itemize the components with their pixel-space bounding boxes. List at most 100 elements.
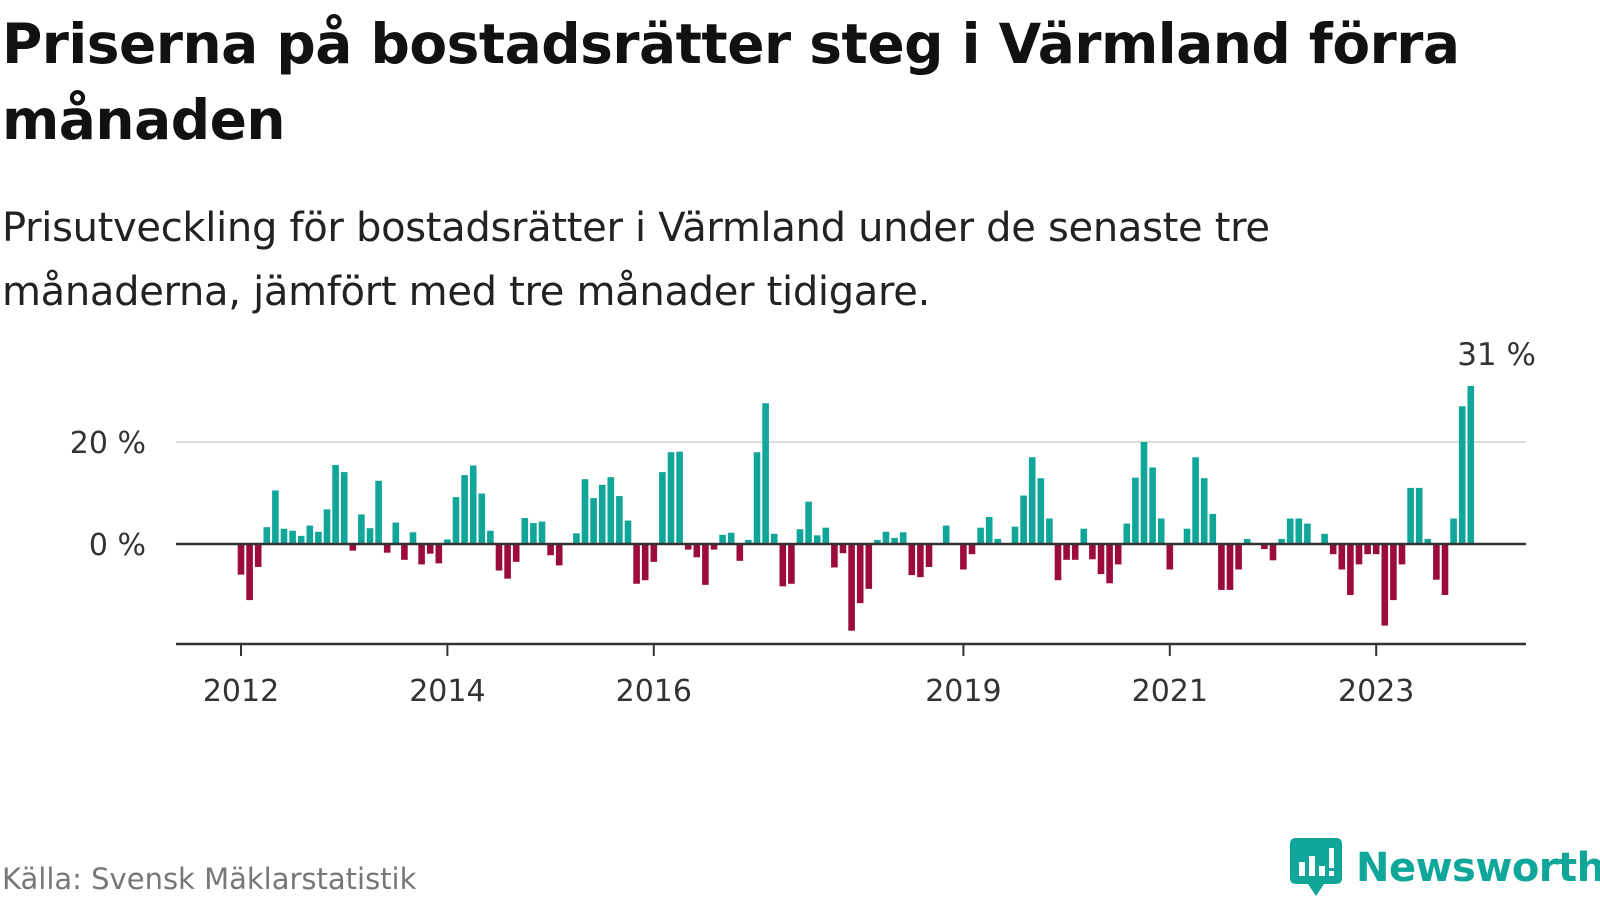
bar bbox=[1071, 544, 1079, 560]
bar bbox=[710, 544, 718, 550]
bar bbox=[332, 464, 339, 544]
bar bbox=[770, 533, 778, 544]
bar bbox=[487, 530, 494, 544]
bar bbox=[1269, 544, 1277, 561]
bar bbox=[1458, 406, 1466, 544]
bar bbox=[323, 509, 331, 544]
x-tick-label: 2016 bbox=[616, 674, 692, 709]
bar bbox=[968, 544, 976, 555]
bar bbox=[762, 403, 769, 544]
bar bbox=[383, 544, 391, 553]
bar bbox=[530, 523, 537, 544]
bar bbox=[1364, 544, 1371, 555]
bar bbox=[598, 484, 606, 544]
bar bbox=[1235, 544, 1242, 570]
bar bbox=[1467, 385, 1475, 544]
bar bbox=[684, 544, 692, 550]
bar bbox=[745, 539, 752, 544]
source-note: Källa: Svensk Mäklarstatistik bbox=[2, 862, 417, 896]
bar bbox=[1114, 544, 1122, 565]
bar bbox=[444, 539, 451, 544]
bar bbox=[590, 498, 597, 544]
bar bbox=[280, 528, 288, 544]
labels: 0 % 20 % 2012 2014 2016 2019 2021 2023 31 % bbox=[70, 337, 1536, 709]
latest-value-label: 31 % bbox=[1457, 337, 1536, 373]
brand-logo[interactable]: Newsworthy bbox=[1290, 838, 1600, 898]
bar bbox=[788, 544, 795, 584]
bar bbox=[1089, 544, 1096, 560]
bar bbox=[1398, 544, 1406, 565]
bar bbox=[358, 514, 365, 544]
bar bbox=[1415, 487, 1423, 544]
bar bbox=[469, 465, 477, 544]
bar bbox=[727, 532, 735, 544]
bar bbox=[1347, 544, 1354, 595]
bar bbox=[1243, 538, 1251, 544]
brand-name: Newsworthy bbox=[1356, 845, 1600, 891]
bar bbox=[461, 475, 468, 544]
bar bbox=[985, 516, 993, 544]
bar bbox=[409, 532, 417, 544]
bar bbox=[263, 527, 271, 544]
bars bbox=[237, 385, 1475, 631]
bar bbox=[1329, 544, 1337, 555]
bar bbox=[392, 522, 400, 544]
bar bbox=[435, 544, 443, 564]
bar bbox=[641, 544, 649, 581]
bar bbox=[899, 532, 907, 544]
bar bbox=[349, 544, 357, 551]
bar bbox=[702, 544, 709, 585]
bar bbox=[418, 544, 425, 565]
bar bbox=[805, 501, 812, 544]
bar bbox=[1218, 544, 1225, 590]
bar bbox=[237, 544, 245, 575]
bar bbox=[960, 544, 967, 570]
bar bbox=[538, 521, 546, 544]
bar bbox=[693, 544, 701, 558]
bar bbox=[521, 517, 529, 544]
bar bbox=[1381, 544, 1389, 626]
bar bbox=[1286, 518, 1294, 544]
bar bbox=[1321, 533, 1328, 544]
bar bbox=[581, 479, 589, 544]
x-tick-label: 2023 bbox=[1338, 674, 1414, 709]
bar bbox=[1046, 518, 1053, 544]
bar-chart: 0 % 20 % 2012 2014 2016 2019 2021 2023 31 % bbox=[70, 337, 1536, 709]
bar bbox=[1080, 528, 1088, 544]
bar bbox=[994, 538, 1002, 544]
bar bbox=[676, 451, 683, 544]
bar bbox=[1106, 544, 1113, 584]
bar bbox=[616, 496, 623, 544]
bar bbox=[1157, 518, 1165, 544]
bar bbox=[1149, 467, 1156, 544]
bar bbox=[908, 544, 916, 576]
bar bbox=[1355, 544, 1363, 565]
bar bbox=[246, 544, 253, 601]
bar bbox=[289, 530, 296, 544]
bar bbox=[573, 533, 580, 544]
bar bbox=[779, 544, 787, 587]
bar bbox=[1132, 477, 1139, 544]
bar bbox=[1054, 544, 1062, 581]
chart-subtitle: Prisutveckling för bostadsrätter i Värml… bbox=[2, 205, 1270, 315]
bar bbox=[254, 544, 262, 567]
bar bbox=[1433, 544, 1440, 580]
bar bbox=[607, 477, 615, 544]
bar bbox=[306, 525, 314, 544]
bar bbox=[1261, 544, 1268, 550]
bar bbox=[839, 544, 847, 554]
bar bbox=[1372, 544, 1380, 555]
bar bbox=[297, 535, 305, 544]
bar bbox=[667, 452, 675, 544]
bar bbox=[848, 544, 855, 631]
axes bbox=[176, 542, 1526, 656]
chart-title: Priserna på bostadsrätter steg i Värmlan… bbox=[2, 12, 1460, 152]
x-tick-label: 2012 bbox=[203, 674, 279, 709]
bar bbox=[882, 531, 890, 544]
bar bbox=[366, 528, 374, 544]
bar bbox=[1295, 518, 1303, 544]
bar bbox=[512, 544, 520, 562]
bar bbox=[659, 472, 666, 544]
bar bbox=[555, 544, 563, 566]
bar bbox=[1192, 457, 1199, 544]
